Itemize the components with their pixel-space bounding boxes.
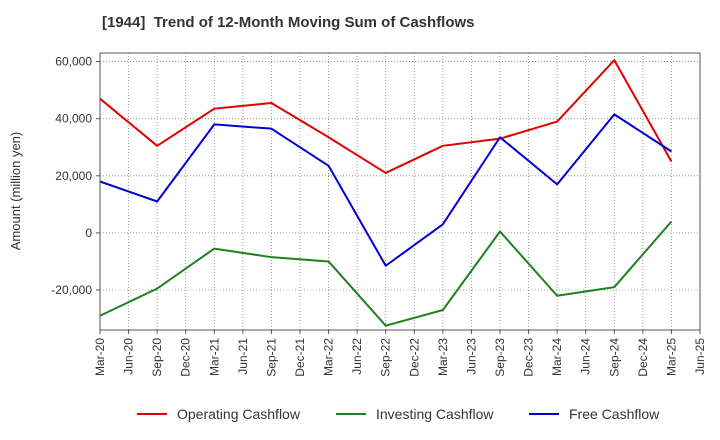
x-tick-label: Sep-22: [379, 338, 393, 377]
x-tick-label: Mar-21: [207, 338, 221, 376]
x-tick-label: Jun-22: [350, 338, 364, 375]
plot-area-frame: [99, 52, 701, 331]
x-tick-label: Jun-21: [236, 338, 250, 375]
x-tick-label: Sep-21: [264, 338, 278, 377]
x-tick-label: Mar-24: [550, 338, 564, 376]
x-tick-label: Jun-23: [464, 338, 478, 375]
x-axis-ticks: Mar-20 Jun-20 Sep-20 Dec-20 Mar-21 Jun-21 Sep-…: [93, 330, 707, 377]
x-tick-label: Mar-20: [93, 338, 107, 376]
x-tick-label: Dec-23: [522, 338, 536, 377]
chart-title: [1944] Trend of 12-Month Moving Sum of C…: [102, 14, 475, 31]
x-tick-label: Dec-21: [293, 338, 307, 377]
investing-cashflow-line: [99, 220, 673, 327]
investing-cashflow-legend-label: Investing Cashflow: [376, 406, 494, 422]
x-tick-label: Sep-20: [150, 338, 164, 377]
y-tick-label: 40,000: [55, 112, 92, 126]
x-tick-label: Dec-22: [407, 338, 421, 377]
x-tick-label: Jun-25: [693, 338, 707, 375]
x-tick-label: Jun-20: [122, 338, 136, 375]
y-axis-ticks: 60,000 40,000 20,000 0 -20,000: [51, 55, 100, 297]
operating-cashflow-line: [99, 59, 673, 174]
y-tick-label: -20,000: [51, 283, 92, 297]
y-tick-label: 20,000: [55, 169, 92, 183]
y-tick-label: 0: [85, 226, 92, 240]
x-tick-label: Sep-23: [493, 338, 507, 377]
series-lines: [99, 59, 673, 327]
y-axis-label: Amount (million yen): [8, 132, 23, 251]
operating-cashflow-legend-label: Operating Cashflow: [177, 406, 301, 422]
x-tick-label: Mar-25: [664, 338, 678, 376]
free-cashflow-line: [99, 113, 672, 267]
x-tick-label: Dec-20: [179, 338, 193, 377]
x-tick-label: Mar-23: [436, 338, 450, 376]
y-tick-label: 60,000: [55, 55, 92, 69]
x-tick-label: Mar-22: [322, 338, 336, 376]
x-tick-label: Sep-24: [607, 338, 621, 377]
x-tick-label: Jun-24: [579, 338, 593, 375]
x-tick-label: Dec-24: [636, 338, 650, 377]
free-cashflow-legend-label: Free Cashflow: [569, 406, 660, 422]
legend: Operating Cashflow Investing Cashflow Free…: [137, 406, 660, 422]
